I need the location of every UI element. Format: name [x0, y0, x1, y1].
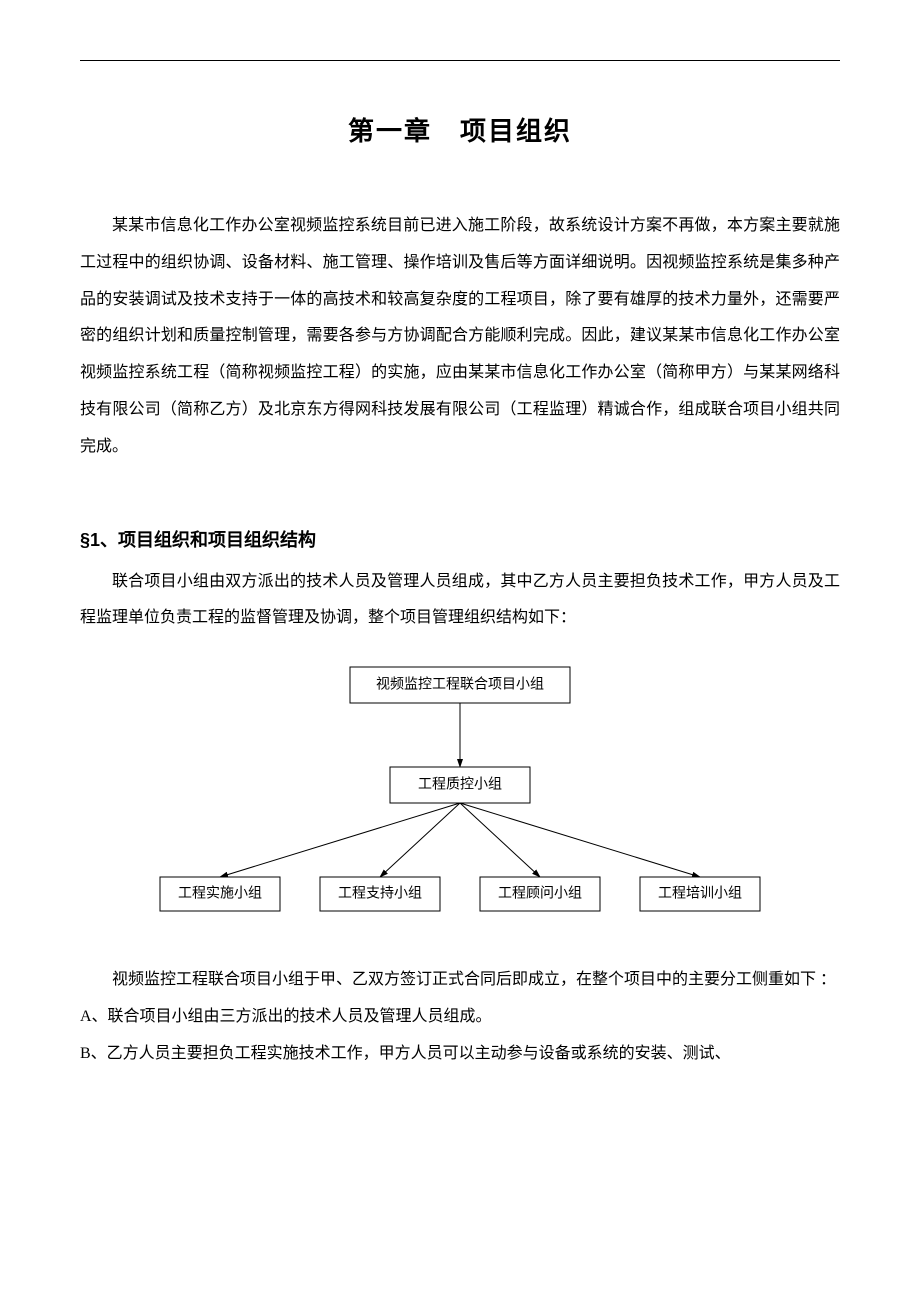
intro-paragraph: 某某市信息化工作办公室视频监控系统目前已进入施工阶段，故系统设计方案不再做，本方… [80, 208, 840, 466]
org-chart-edge [460, 803, 700, 877]
org-chart-edge [460, 803, 540, 877]
section-1-title: §1、项目组织和项目组织结构 [80, 526, 840, 552]
chapter-title: 第一章 项目组织 [80, 111, 840, 148]
org-chart-node-label: 工程培训小组 [658, 886, 742, 902]
org-chart: 视频监控工程联合项目小组工程质控小组工程实施小组 工程支持小组 工程顾问小组 工程培训… [140, 657, 780, 932]
org-chart-node-label: 视频监控工程联合项目小组 [376, 677, 544, 693]
list-item-a: A、联合项目小组由三方派出的技术人员及管理人员组成。 [80, 999, 840, 1036]
section-1-para-2: 视频监控工程联合项目小组于甲、乙双方签订正式合同后即成立，在整个项目中的主要分工… [80, 962, 840, 999]
list-item-b: B、乙方人员主要担负工程实施技术工作，甲方人员可以主动参与设备或系统的安装、测试… [80, 1036, 840, 1073]
document-page: 第一章 项目组织 某某市信息化工作办公室视频监控系统目前已进入施工阶段，故系统设… [0, 0, 920, 1113]
org-chart-node-label: 工程顾问小组 [498, 886, 582, 902]
section-1-para-1: 联合项目小组由双方派出的技术人员及管理人员组成，其中乙方人员主要担负技术工作，甲… [80, 564, 840, 638]
top-rule [80, 60, 840, 61]
org-chart-node-label: 工程质控小组 [418, 777, 502, 793]
org-chart-node-label: 工程实施小组 [178, 886, 262, 902]
org-chart-edge [220, 803, 460, 877]
org-chart-node-label: 工程支持小组 [338, 886, 422, 902]
org-chart-edge [380, 803, 460, 877]
org-chart-svg: 视频监控工程联合项目小组工程质控小组工程实施小组 工程支持小组 工程顾问小组 工程培训… [140, 657, 780, 927]
